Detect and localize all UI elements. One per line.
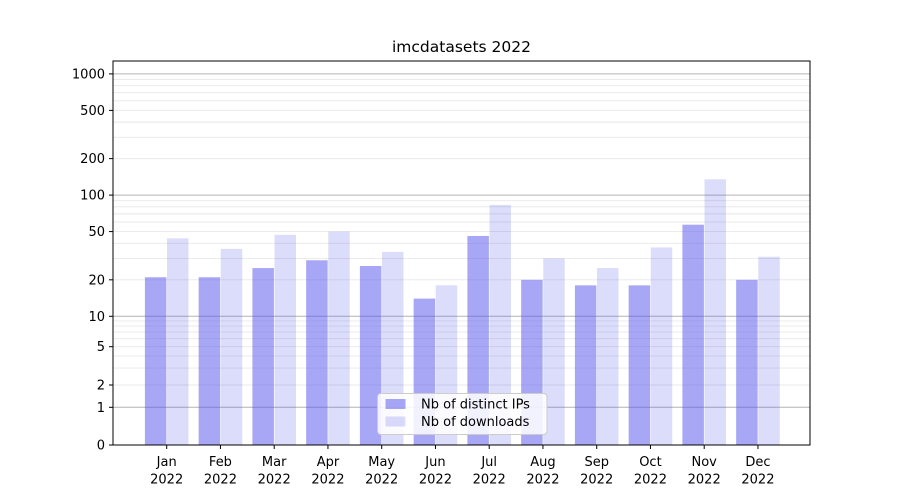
bars [144,179,780,446]
x-tick-label-month: Nov [692,455,718,470]
y-tick-label: 1 [97,401,105,416]
bar-dec-distinct-ips [736,279,758,445]
bar-mar-distinct-ips [252,268,274,445]
x-tick-label-month: Mar [262,455,287,470]
x-tick-label-year: 2022 [526,473,559,488]
x-tick-label-month: Oct [639,455,661,470]
y-tick-label: 500 [80,104,105,119]
legend-box [377,393,548,435]
legend: Nb of distinct IPs Nb of downloads [377,393,548,435]
x-tick-label-month: Jun [424,455,445,470]
y-axis: 0 1 2 5 10 20 50 100 200 500 1000 [72,67,113,454]
bar-sep-downloads [597,268,619,445]
x-tick-label-year: 2022 [580,473,613,488]
bar-dec-downloads [758,256,780,445]
bar-apr-downloads [328,231,350,445]
x-axis: Jan 2022 Feb 2022 Mar 2022 Apr 2022 May 2022 Jun 20… [150,445,774,488]
y-tick-label: 100 [80,189,105,204]
bar-nov-distinct-ips [682,224,704,445]
chart-title: imcdatasets 2022 [392,38,531,56]
x-tick-label-year: 2022 [365,473,398,488]
x-tick-label-year: 2022 [741,473,774,488]
x-tick-label-month: Dec [745,455,770,470]
x-tick-label-month: Sep [584,455,609,470]
bar-jul-downloads [489,204,511,445]
x-tick-label-year: 2022 [473,473,506,488]
x-tick-label-year: 2022 [204,473,237,488]
x-tick-label-year: 2022 [150,473,183,488]
plot-border [112,60,811,446]
bar-may-distinct-ips [359,266,382,445]
legend-swatch-distinct-ips [385,399,406,409]
x-tick-label-year: 2022 [688,473,721,488]
bar-aug-downloads [543,258,565,445]
bar-feb-downloads [220,248,243,445]
y-tick-label: 1000 [72,67,105,82]
x-tick-label-year: 2022 [311,473,344,488]
bar-jan-distinct-ips [144,277,167,445]
legend-label-downloads: Nb of downloads [421,415,530,430]
bar-feb-distinct-ips [198,277,221,445]
bar-oct-downloads [650,247,673,445]
y-tick-label: 20 [88,273,105,288]
x-tick-label-month: Apr [317,455,340,470]
x-tick-label-month: Jul [480,455,497,470]
x-tick-label-year: 2022 [634,473,667,488]
y-tick-label: 50 [88,225,105,240]
x-tick-label-year: 2022 [419,473,452,488]
bar-nov-downloads [704,179,726,446]
x-tick-label-year: 2022 [258,473,291,488]
bar-jan-downloads [167,238,189,445]
y-tick-label: 200 [80,152,105,167]
bar-apr-distinct-ips [306,260,328,445]
x-tick-label-month: Jan [156,455,177,470]
y-tick-label: 0 [97,439,105,454]
bar-sep-distinct-ips [574,285,597,445]
bar-mar-downloads [274,234,296,445]
y-tick-label: 10 [88,310,105,325]
bar-jul-distinct-ips [467,235,489,445]
legend-label-distinct-ips: Nb of distinct IPs [421,398,530,413]
x-tick-label-month: Feb [209,455,232,470]
y-tick-label: 2 [97,379,105,394]
bar-oct-distinct-ips [628,285,651,445]
x-tick-label-month: Aug [530,455,555,470]
legend-swatch-downloads [385,416,406,427]
y-tick-label: 5 [97,340,105,355]
x-tick-label-month: May [368,455,395,470]
